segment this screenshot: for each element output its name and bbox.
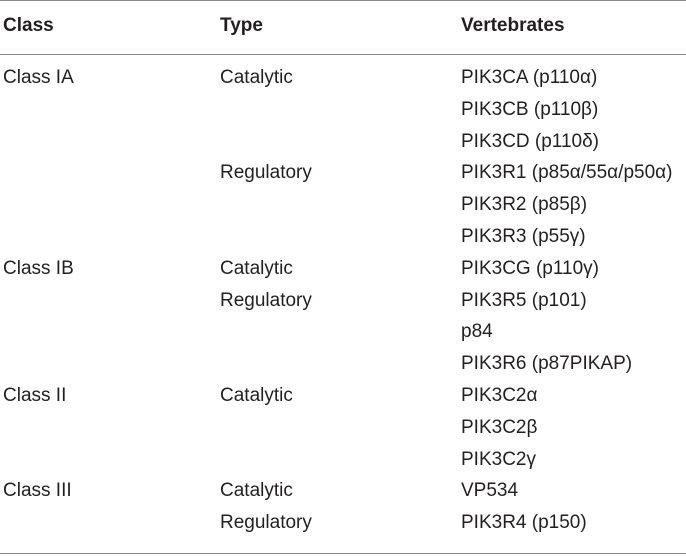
table-row: Class IA Catalytic PIK3CA (p110α): [0, 64, 686, 96]
table-bottom-rule: [0, 553, 686, 554]
table-row: Class III Catalytic VP534: [0, 477, 686, 509]
table-row: PIK3R6 (p87PIKAP): [0, 350, 686, 382]
cell-type: Catalytic: [220, 480, 293, 502]
cell-vertebrates: PIK3CG (p110γ): [461, 257, 599, 279]
cell-vertebrates: p84: [461, 321, 493, 343]
table-row: PIK3C2γ: [0, 446, 686, 478]
header-class: Class: [3, 15, 54, 36]
table-row: Regulatory PIK3R1 (p85α/55α/p50α): [0, 159, 686, 191]
cell-vertebrates: PIK3CD (p110δ): [461, 130, 600, 152]
table-row: Class IB Catalytic PIK3CG (p110γ): [0, 255, 686, 287]
table-row: p84: [0, 318, 686, 350]
cell-vertebrates: PIK3C2α: [461, 384, 538, 406]
table-row: Class II Catalytic PIK3C2α: [0, 382, 686, 414]
cell-class: Class II: [3, 384, 67, 406]
header-type: Type: [220, 15, 263, 36]
cell-vertebrates: PIK3R1 (p85α/55α/p50α): [461, 162, 673, 184]
cell-type: Catalytic: [220, 384, 293, 406]
table-row: PIK3CD (p110δ): [0, 128, 686, 160]
cell-vertebrates: PIK3R4 (p150): [461, 512, 587, 534]
cell-vertebrates: PIK3C2γ: [461, 448, 536, 470]
cell-class: Class IB: [3, 257, 74, 279]
cell-type: Catalytic: [220, 257, 293, 279]
table-top-rule: [0, 0, 686, 1]
cell-vertebrates: PIK3R6 (p87PIKAP): [461, 353, 633, 375]
cell-class: Class IA: [3, 67, 74, 88]
table-header-row: Class Type Vertebrates: [0, 0, 686, 54]
table-header-rule: [0, 54, 686, 55]
cell-type: Regulatory: [220, 289, 312, 311]
table-row: Regulatory PIK3R4 (p150): [0, 509, 686, 541]
table-body: Class IA Catalytic PIK3CA (p110α) PIK3CB…: [0, 64, 686, 541]
cell-type: Catalytic: [220, 67, 293, 88]
cell-class: Class III: [3, 480, 72, 502]
cell-vertebrates: PIK3CA (p110α): [461, 67, 598, 88]
table-row: Regulatory PIK3R5 (p101): [0, 287, 686, 319]
header-vertebrates: Vertebrates: [461, 15, 565, 36]
cell-type: Regulatory: [220, 162, 312, 184]
cell-vertebrates: PIK3R5 (p101): [461, 289, 587, 311]
table-row: PIK3C2β: [0, 414, 686, 446]
table-row: PIK3R2 (p85β): [0, 191, 686, 223]
cell-vertebrates: PIK3C2β: [461, 416, 538, 438]
cell-vertebrates: PIK3CB (p110β): [461, 98, 599, 120]
table-row: PIK3R3 (p55γ): [0, 223, 686, 255]
cell-vertebrates: PIK3R3 (p55γ): [461, 225, 586, 247]
table-row: PIK3CB (p110β): [0, 96, 686, 128]
cell-vertebrates: VP534: [461, 480, 519, 502]
cell-type: Regulatory: [220, 512, 312, 534]
cell-vertebrates: PIK3R2 (p85β): [461, 194, 588, 216]
